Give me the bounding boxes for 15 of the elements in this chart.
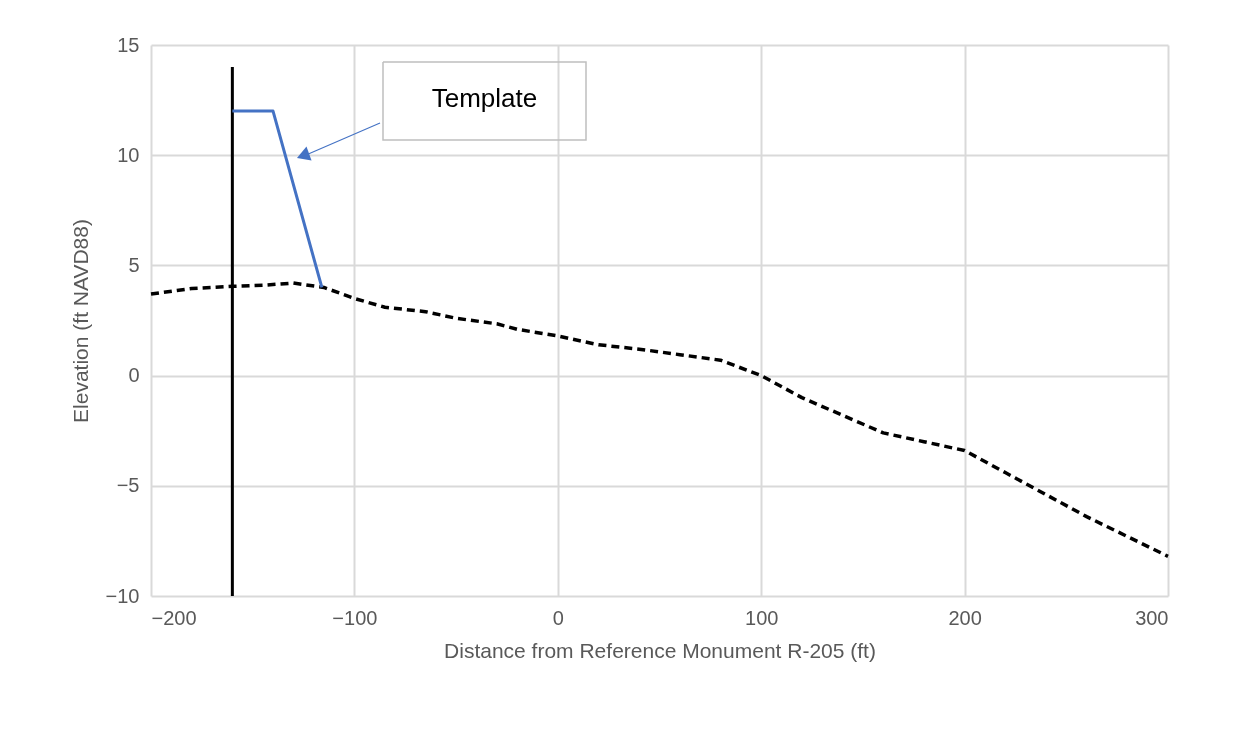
x-tick-label: −100 — [332, 606, 378, 629]
x-tick-label: 300 — [1135, 606, 1169, 629]
y-tick-label: 0 — [128, 364, 140, 387]
y-tick-label: 10 — [117, 143, 140, 166]
y-tick-label: 5 — [128, 253, 140, 276]
x-tick-label: −200 — [151, 606, 197, 629]
x-tick-label: 0 — [552, 606, 564, 629]
x-tick-label: 100 — [745, 606, 779, 629]
x-tick-label: 200 — [948, 606, 982, 629]
y-axis-title: Elevation (ft NAVD88) — [68, 219, 92, 423]
annotation: Template — [431, 83, 538, 113]
y-tick-label: −5 — [116, 474, 140, 497]
x-axis-title: Distance from Reference Monument R-205 (ft) — [444, 638, 876, 662]
y-tick-label: 15 — [117, 33, 140, 56]
y-tick-label: −10 — [105, 584, 140, 607]
